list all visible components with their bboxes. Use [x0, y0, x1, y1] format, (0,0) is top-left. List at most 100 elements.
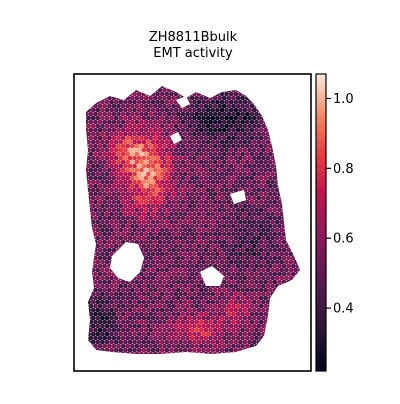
- spot: [238, 227, 243, 233]
- spot: [187, 323, 193, 329]
- spot: [221, 103, 227, 109]
- spot: [100, 99, 105, 105]
- spot: [159, 163, 165, 169]
- spot: [187, 123, 193, 129]
- spot: [224, 307, 229, 313]
- spot: [120, 135, 126, 141]
- spot: [143, 191, 149, 197]
- spot: [159, 179, 165, 185]
- spot: [171, 223, 177, 229]
- spot: [261, 275, 266, 281]
- spot: [270, 171, 275, 177]
- spot: [97, 143, 103, 149]
- spot: [212, 231, 218, 237]
- spot: [238, 155, 243, 161]
- spot: [240, 127, 246, 133]
- spot: [284, 211, 289, 217]
- spot: [272, 119, 278, 125]
- spot: [157, 223, 163, 229]
- spot: [143, 351, 149, 354]
- spot: [175, 199, 181, 205]
- spot: [134, 151, 140, 157]
- spot: [134, 223, 140, 229]
- spot: [198, 103, 204, 109]
- spot: [224, 86, 229, 89]
- spot: [290, 167, 296, 173]
- spot: [189, 303, 195, 309]
- spot: [295, 319, 300, 325]
- spot: [274, 155, 280, 161]
- spot: [286, 183, 292, 189]
- spot: [136, 155, 142, 161]
- spot: [270, 195, 275, 201]
- spot: [265, 163, 271, 169]
- spot: [274, 131, 280, 137]
- spot: [293, 315, 298, 321]
- spot: [251, 339, 257, 345]
- spot: [157, 263, 163, 269]
- spot: [240, 175, 246, 181]
- spot: [224, 275, 229, 281]
- spot: [141, 139, 147, 145]
- spot: [297, 275, 300, 281]
- spot: [254, 223, 259, 229]
- spot: [295, 143, 300, 149]
- spot: [169, 291, 174, 297]
- spot: [180, 303, 186, 309]
- spot: [148, 119, 154, 125]
- spot: [123, 219, 128, 225]
- spot: [118, 115, 124, 121]
- spot: [270, 347, 275, 353]
- spot: [123, 299, 128, 305]
- spot: [217, 127, 223, 133]
- spot: [134, 87, 140, 93]
- spot: [281, 279, 287, 285]
- spot: [139, 87, 144, 93]
- spot: [270, 147, 275, 153]
- spot: [152, 135, 158, 141]
- spot: [272, 199, 278, 205]
- spot: [295, 159, 300, 165]
- spot: [97, 215, 103, 221]
- spot: [173, 275, 179, 281]
- spot: [150, 267, 156, 273]
- spot: [297, 227, 300, 233]
- spot: [159, 139, 165, 145]
- spot: [152, 191, 158, 197]
- spot: [215, 163, 220, 169]
- spot: [164, 227, 170, 233]
- spot: [201, 179, 206, 185]
- spot: [155, 131, 160, 137]
- spot: [274, 267, 280, 273]
- spot: [238, 251, 243, 257]
- spot: [233, 179, 239, 185]
- spot: [162, 271, 167, 277]
- spot: [104, 91, 110, 97]
- spot: [203, 151, 209, 157]
- spot: [111, 319, 117, 325]
- spot: [284, 163, 289, 169]
- spot: [205, 99, 211, 105]
- spot: [208, 159, 213, 165]
- spot: [210, 131, 216, 137]
- spot: [109, 91, 114, 97]
- spot: [148, 215, 154, 221]
- spot: [233, 315, 239, 321]
- spot: [100, 203, 105, 209]
- spot: [242, 275, 248, 281]
- spot: [93, 167, 98, 173]
- spot: [194, 207, 200, 213]
- spot: [123, 107, 128, 113]
- spot: [198, 223, 204, 229]
- spot: [251, 323, 257, 329]
- spot: [196, 299, 202, 305]
- spot: [123, 147, 128, 153]
- spot: [148, 167, 154, 173]
- spot: [242, 86, 248, 89]
- spot: [152, 167, 158, 173]
- spot: [187, 307, 193, 313]
- spot: [132, 171, 137, 177]
- spot: [270, 251, 275, 257]
- spot: [224, 299, 229, 305]
- spot: [95, 259, 101, 265]
